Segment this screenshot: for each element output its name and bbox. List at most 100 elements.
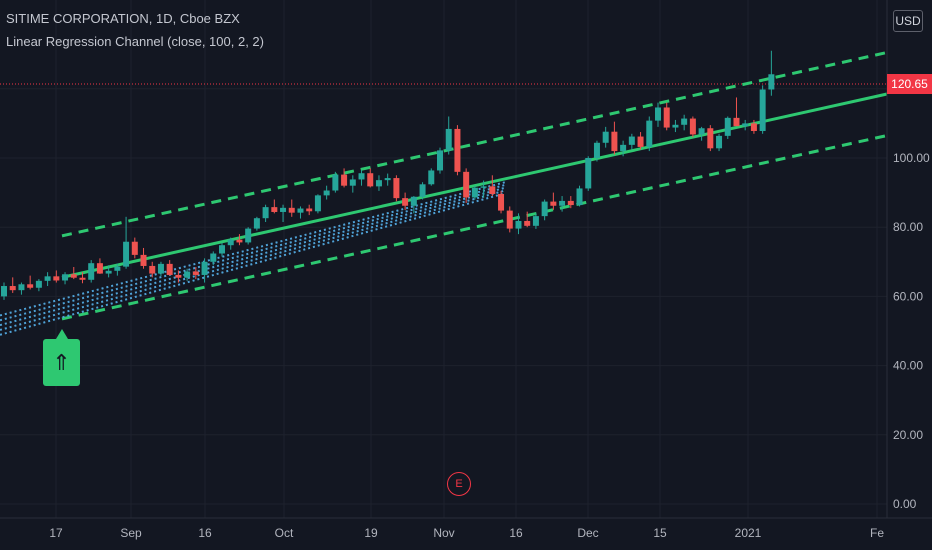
candle-body [314,195,321,212]
candle-body [681,118,688,125]
regression-upper-band [61,51,888,238]
candle-body [550,201,557,206]
candle-body [768,74,775,90]
candle-body [689,118,696,135]
chart-grid [0,0,887,518]
price-axis-label: 100.00 [893,151,930,165]
time-axis[interactable]: 17 Sep 16 Oct 19 Nov 16 Dec 15 2021 Fe [49,526,884,540]
candle-body [559,200,566,206]
time-axis-label: 15 [653,526,667,540]
candle-body [437,150,443,171]
candle-body [367,173,374,187]
candle-body [70,274,77,278]
time-axis-label: Sep [120,526,142,540]
candle-body [480,186,487,188]
candle-body [611,131,618,152]
candle-body [288,207,295,213]
candle-body [593,142,600,158]
candle-body [332,174,339,191]
price-axis-label: 20.00 [893,428,923,442]
candle-body [297,208,304,213]
candle-body [53,276,60,281]
candle-body [114,266,121,271]
pearson-dotted-line [0,186,506,327]
candle-body [210,253,217,262]
candle-body [201,261,208,275]
candle-body [35,280,42,288]
candle-body [306,208,313,212]
candle-body [602,131,609,143]
earnings-badge[interactable]: E [447,472,471,496]
time-axis-label: Dec [577,526,598,540]
candle-body [18,284,25,291]
time-axis-label: Nov [433,526,454,540]
candle-body [724,117,731,136]
candle-body [184,271,191,278]
candle-body [733,117,740,127]
price-axis-label: 60.00 [893,289,923,303]
signal-arrow-flag[interactable]: ⇑ [43,329,80,386]
time-axis-label: 19 [364,526,378,540]
candle-body [637,136,644,147]
candle-body [192,271,199,275]
candle-body [646,120,653,147]
candle-body [27,284,34,288]
candle-body [716,135,723,149]
candle-body [402,198,409,206]
candle-body [157,263,164,274]
pearson-dotted-line [0,189,506,331]
candle-body [707,128,714,149]
candle-body [262,207,269,219]
candle-body [463,171,470,198]
candle-body [123,241,130,267]
candle-body [375,180,382,187]
candle-body [140,254,147,266]
candle-body [79,277,86,280]
time-axis-label: 16 [509,526,523,540]
pearson-dotted-line [0,181,506,317]
candle-body [515,220,522,229]
candle-body [236,239,243,243]
currency-button[interactable]: USD [893,10,923,32]
time-axis-label: 17 [49,526,63,540]
indicator-legend[interactable]: Linear Regression Channel (close, 100, 2… [6,34,264,49]
candle-body [506,210,513,229]
last-price-label: 120.65 [887,74,932,94]
candle-body [742,123,749,127]
candle-body [253,218,260,229]
candle-body [620,144,627,152]
time-axis-label: 2021 [735,526,762,540]
candle-body [393,178,400,199]
candle-body [149,265,156,274]
candle-body [384,178,391,181]
candle-body [341,174,348,186]
candle-body [323,190,330,196]
candle-body [698,128,705,135]
pearson-dotted-line [0,184,506,322]
pearson-dotted-line [0,192,506,336]
price-axis-label: 80.00 [893,220,923,234]
candle-body [105,270,112,274]
time-axis-label: Fe [870,526,884,540]
candle-body [419,184,426,197]
candle-body [672,124,679,128]
candlestick-series [1,50,775,300]
candle-body [9,286,16,291]
candle-body [62,274,69,281]
candle-body [175,274,182,278]
candle-body [655,107,661,121]
candle-body [44,276,51,281]
candle-body [532,216,539,226]
regression-lower-band [61,134,888,321]
symbol-legend[interactable]: SITIME CORPORATION, 1D, Cboe BZX [6,11,240,26]
candle-body [585,158,592,189]
candle-body [219,245,225,254]
time-axis-label: Oct [275,526,294,540]
candle-body [471,187,478,198]
candle-body [166,263,173,275]
candle-body [358,173,365,180]
candle-body [454,128,461,172]
candle-body [541,201,548,217]
